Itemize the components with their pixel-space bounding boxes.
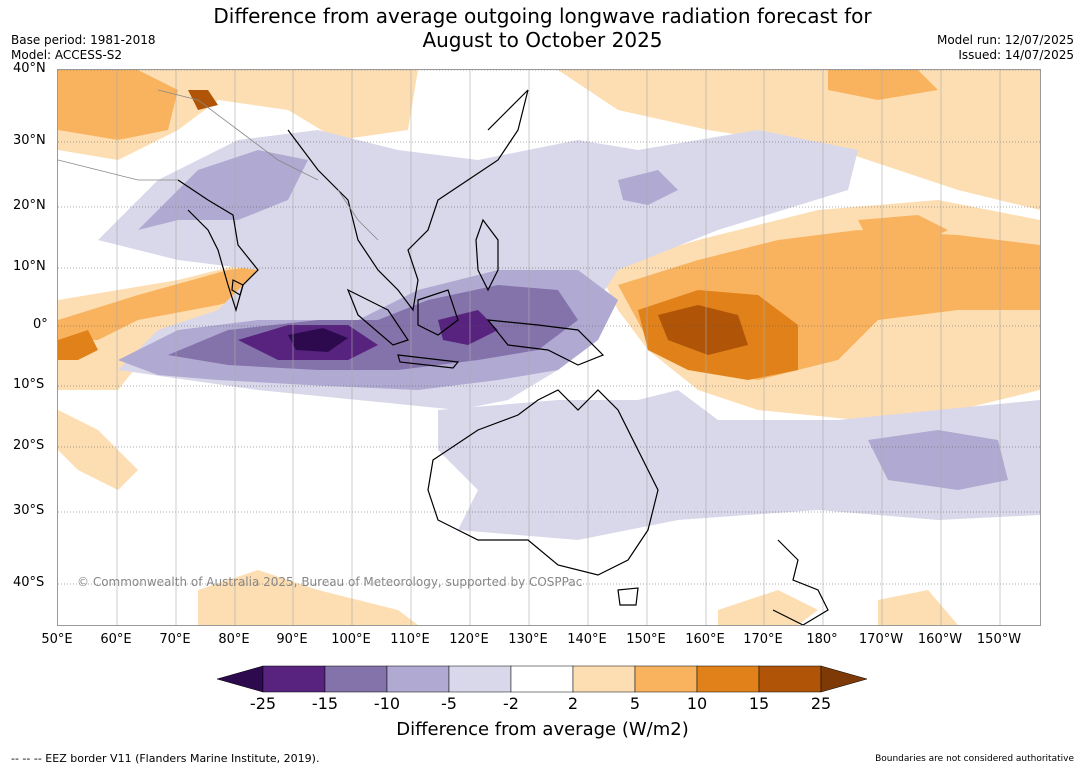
legend-colorbar — [216, 665, 868, 693]
lat-label-10n: 10°N — [13, 259, 46, 274]
lon-label-180: 180° — [806, 632, 838, 647]
base-period: Base period: 1981-2018 — [11, 33, 156, 47]
legend-swatch-10 — [820, 665, 868, 693]
coastlines — [177, 89, 829, 625]
lon-label-60e: 60°E — [100, 632, 132, 647]
legend-title: Difference from average (W/m2) — [396, 719, 689, 740]
legend-tick-25: 25 — [810, 694, 832, 713]
sumatra-coastline — [346, 288, 409, 346]
lon-label-130e: 130°E — [508, 632, 548, 647]
lat-label-30s: 30°S — [13, 503, 45, 518]
legend-swatch-2 — [324, 665, 388, 693]
legend-swatch-4 — [448, 665, 512, 693]
lon-label-50e: 50°E — [41, 632, 73, 647]
model-name: Model: ACCESS-S2 — [11, 48, 123, 62]
lat-label-40s: 40°S — [13, 575, 45, 590]
lon-label-120e: 120°E — [449, 632, 489, 647]
lon-label-140e: 140°E — [567, 632, 607, 647]
lon-label-90e: 90°E — [276, 632, 308, 647]
lon-label-170w: 170°W — [858, 632, 904, 647]
legend-tick-minus-25: -25 — [249, 694, 277, 713]
legend-tick-minus-5: -5 — [441, 694, 457, 713]
legend-swatch-0 — [216, 665, 264, 693]
map-canvas — [58, 70, 1040, 625]
meta-right: Model run: 12/07/2025 Issued: 14/07/2025 — [937, 33, 1074, 63]
legend-swatch-1 — [262, 665, 326, 693]
legend-tick-15: 15 — [748, 694, 770, 713]
lon-label-150e: 150°E — [626, 632, 666, 647]
lat-label-20s: 20°S — [13, 438, 45, 453]
japan-coastline — [487, 89, 529, 131]
lat-label-40n: 40°N — [13, 61, 46, 76]
tasmania-coastline — [617, 587, 639, 606]
lat-label-30n: 30°N — [13, 133, 46, 148]
country-borders — [58, 89, 379, 241]
lon-label-160w: 160°W — [917, 632, 963, 647]
australia-coastline — [427, 389, 659, 576]
anomaly-map[interactable] — [57, 69, 1041, 626]
lon-label-170e: 170°E — [743, 632, 783, 647]
longitude-gridlines — [116, 70, 1001, 625]
new-zealand-coastline — [772, 539, 829, 625]
borneo-coastline — [417, 289, 459, 336]
eez-border-note: -- -- -- EEZ border V11 (Flanders Marine… — [11, 752, 320, 765]
title-line-2: August to October 2025 — [422, 28, 663, 52]
legend-tick-10: 10 — [686, 694, 708, 713]
lon-label-70e: 70°E — [159, 632, 191, 647]
lat-label-10s: 10°S — [13, 377, 45, 392]
new-guinea-coastline — [486, 319, 605, 366]
legend-swatch-5 — [510, 665, 574, 693]
map-title: Difference from average outgoing longwav… — [0, 4, 1085, 52]
lat-label-0: 0° — [33, 317, 48, 332]
legend-swatch-3 — [386, 665, 450, 693]
lon-label-150w: 150°W — [976, 632, 1022, 647]
legend-swatch-9 — [758, 665, 822, 693]
positive-anomaly-very-strong — [188, 90, 748, 355]
legend-swatch-6 — [572, 665, 636, 693]
negative-anomaly-extreme — [288, 328, 348, 352]
legend-tick-minus-15: -15 — [311, 694, 339, 713]
boundaries-disclaimer: Boundaries are not considered authoritat… — [875, 754, 1074, 764]
title-line-1: Difference from average outgoing longwav… — [213, 4, 872, 28]
copyright-notice: © Commonwealth of Australia 2025, Bureau… — [77, 575, 583, 589]
lon-label-110e: 110°E — [390, 632, 430, 647]
issued-date: Issued: 14/07/2025 — [958, 48, 1074, 62]
lon-label-160e: 160°E — [685, 632, 725, 647]
lat-label-20n: 20°N — [13, 198, 46, 213]
sri-lanka-coastline — [231, 279, 244, 296]
java-coastline — [397, 354, 460, 369]
legend-swatch-7 — [634, 665, 698, 693]
legend-tick-5: 5 — [629, 694, 641, 713]
legend-tick-minus-10: -10 — [373, 694, 401, 713]
lon-label-100e: 100°E — [331, 632, 371, 647]
legend-tick-2: 2 — [567, 694, 579, 713]
southeast-asia-coastline — [287, 89, 529, 312]
lon-label-80e: 80°E — [218, 632, 250, 647]
model-run: Model run: 12/07/2025 — [936, 33, 1074, 47]
legend-swatch-8 — [696, 665, 760, 693]
legend-tick-minus-2: -2 — [503, 694, 519, 713]
meta-left: Base period: 1981-2018 Model: ACCESS-S2 — [11, 33, 156, 63]
philippines-coastline — [475, 218, 499, 292]
